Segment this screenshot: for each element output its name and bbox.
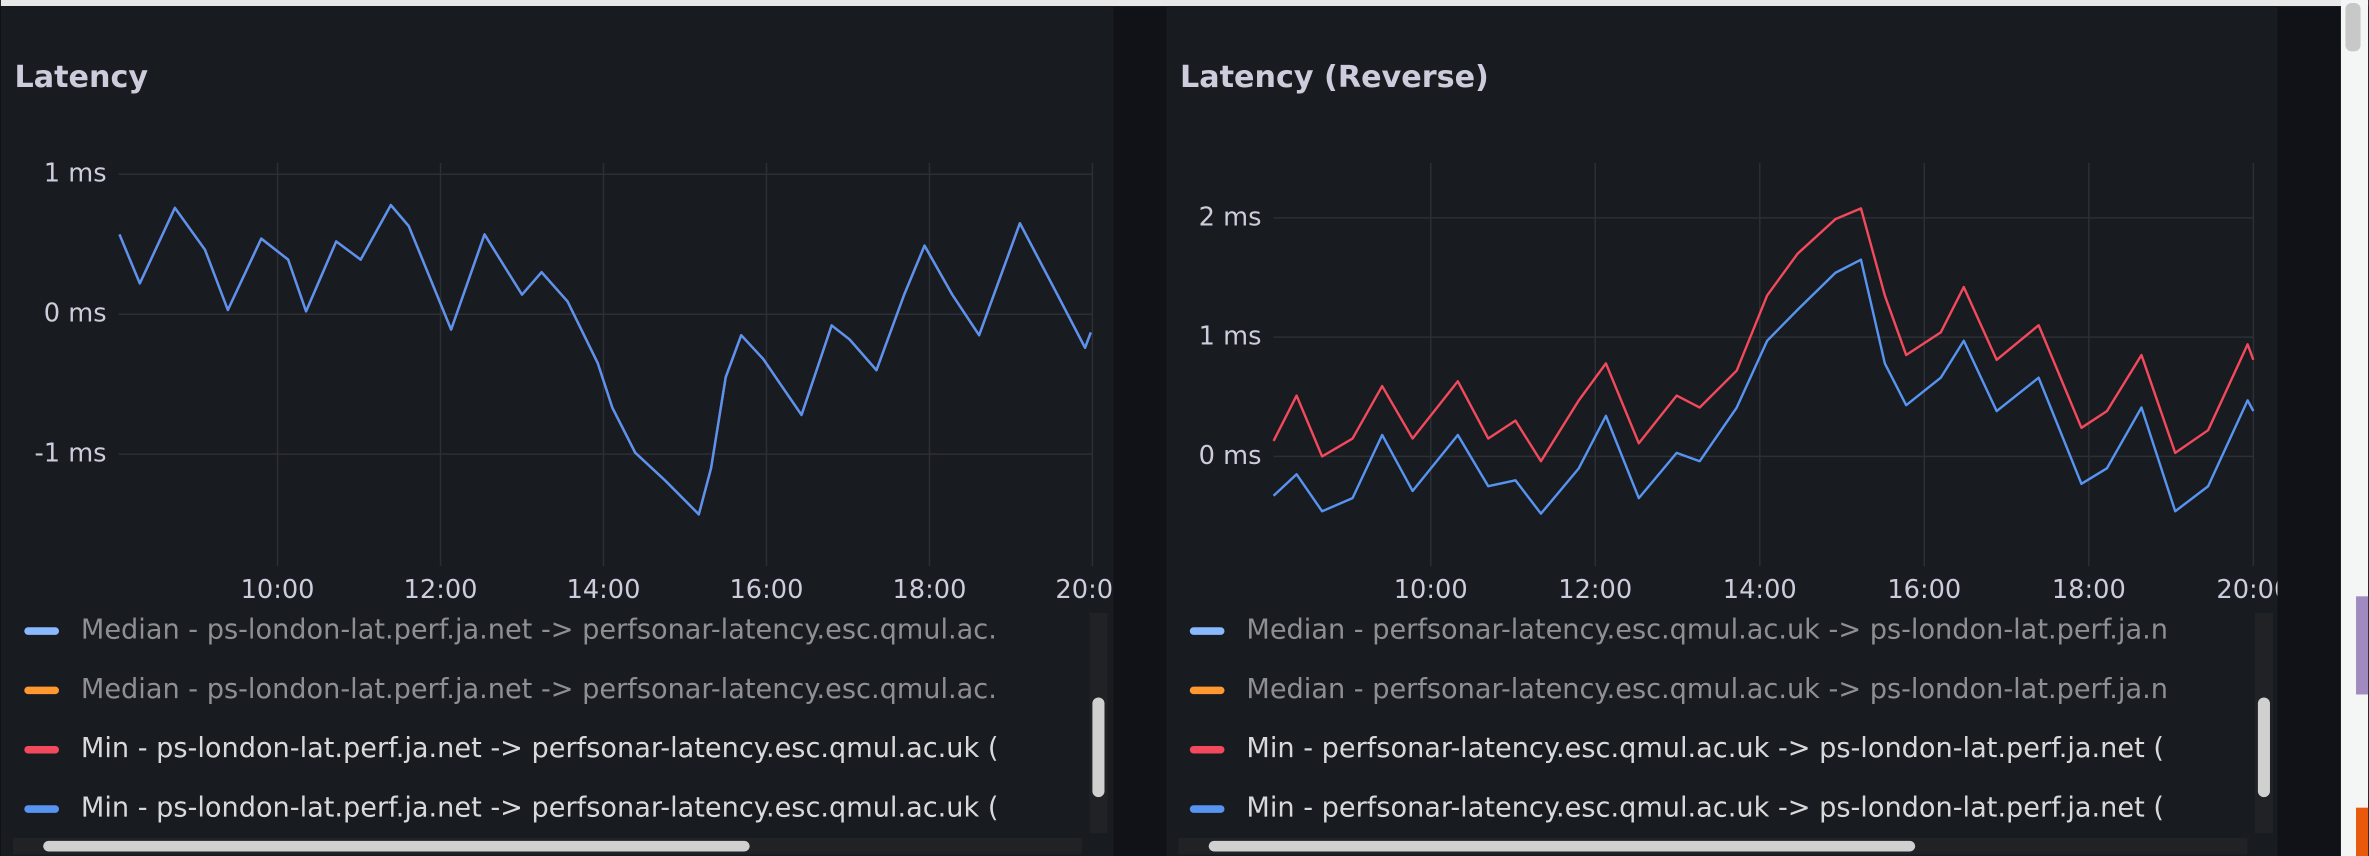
x-tick-label: 18:00 — [892, 575, 966, 605]
y-tick-label: 1 ms — [1199, 322, 1262, 352]
side-accent — [2356, 807, 2369, 856]
x-tick-label: 10:00 — [241, 575, 315, 605]
legend-label[interactable]: Min - ps-london-lat.perf.ja.net -> perfs… — [81, 733, 999, 764]
panel-background — [0, 6, 1114, 856]
legend: Median - perfsonar-latency.esc.qmul.ac.u… — [1189, 615, 2168, 824]
x-tick-label: 12:00 — [404, 575, 478, 605]
x-tick-label: 12:00 — [1558, 575, 1632, 605]
legend-label[interactable]: Median - perfsonar-latency.esc.qmul.ac.u… — [1246, 674, 2168, 705]
legend-label[interactable]: Min - perfsonar-latency.esc.qmul.ac.uk -… — [1246, 793, 2164, 824]
legend-label[interactable]: Median - ps-london-lat.perf.ja.net -> pe… — [81, 674, 997, 705]
page-scrollbar[interactable] — [2340, 0, 2369, 856]
x-tick-label: 18:00 — [2052, 575, 2126, 605]
y-tick-label: 0 ms — [44, 299, 107, 329]
panel: Latency 1 ms 0 ms -1 ms 10:00 12:00 14:00 16:00… — [0, 6, 1129, 856]
series-line — [1272, 207, 2255, 463]
x-tick-label: 10:00 — [1394, 575, 1468, 605]
legend-label[interactable]: Min - ps-london-lat.perf.ja.net -> perfs… — [81, 793, 999, 824]
x-tick-label: 20:00 — [2216, 575, 2290, 605]
panel: Latency (Reverse) 2 ms 1 ms 0 ms 10:00 12:00 1… — [1166, 6, 2290, 856]
side-accent — [2356, 596, 2369, 695]
legend-scrollbar-thumb[interactable] — [2257, 697, 2270, 798]
legend-label[interactable]: Median - ps-london-lat.perf.ja.net -> pe… — [81, 615, 997, 646]
top-border — [0, 0, 2369, 7]
legend-hscrollbar-thumb[interactable] — [1208, 840, 1916, 852]
y-tick-label: -1 ms — [34, 439, 106, 469]
x-tick-label: 16:00 — [1887, 575, 1961, 605]
legend-label[interactable]: Median - perfsonar-latency.esc.qmul.ac.u… — [1246, 615, 2168, 646]
legend-scrollbar-thumb[interactable] — [1092, 697, 1105, 798]
x-tick-label: 14:00 — [1723, 575, 1797, 605]
legend-label[interactable]: Min - perfsonar-latency.esc.qmul.ac.uk -… — [1246, 733, 2164, 764]
y-tick-label: 1 ms — [44, 159, 107, 189]
y-tick-label: 2 ms — [1199, 202, 1262, 232]
x-tick-label: 20:00 — [1055, 575, 1129, 605]
legend: Median - ps-london-lat.perf.ja.net -> pe… — [24, 615, 999, 824]
panel-title: Latency — [14, 60, 148, 95]
panel-title: Latency (Reverse) — [1180, 60, 1489, 95]
series-line — [1272, 258, 2255, 515]
series-line — [118, 203, 1092, 516]
y-tick-label: 0 ms — [1199, 441, 1262, 471]
x-tick-label: 14:00 — [567, 575, 641, 605]
x-tick-label: 16:00 — [729, 575, 803, 605]
page-scrollbar-thumb[interactable] — [2345, 3, 2361, 52]
legend-hscrollbar-thumb[interactable] — [43, 840, 750, 852]
